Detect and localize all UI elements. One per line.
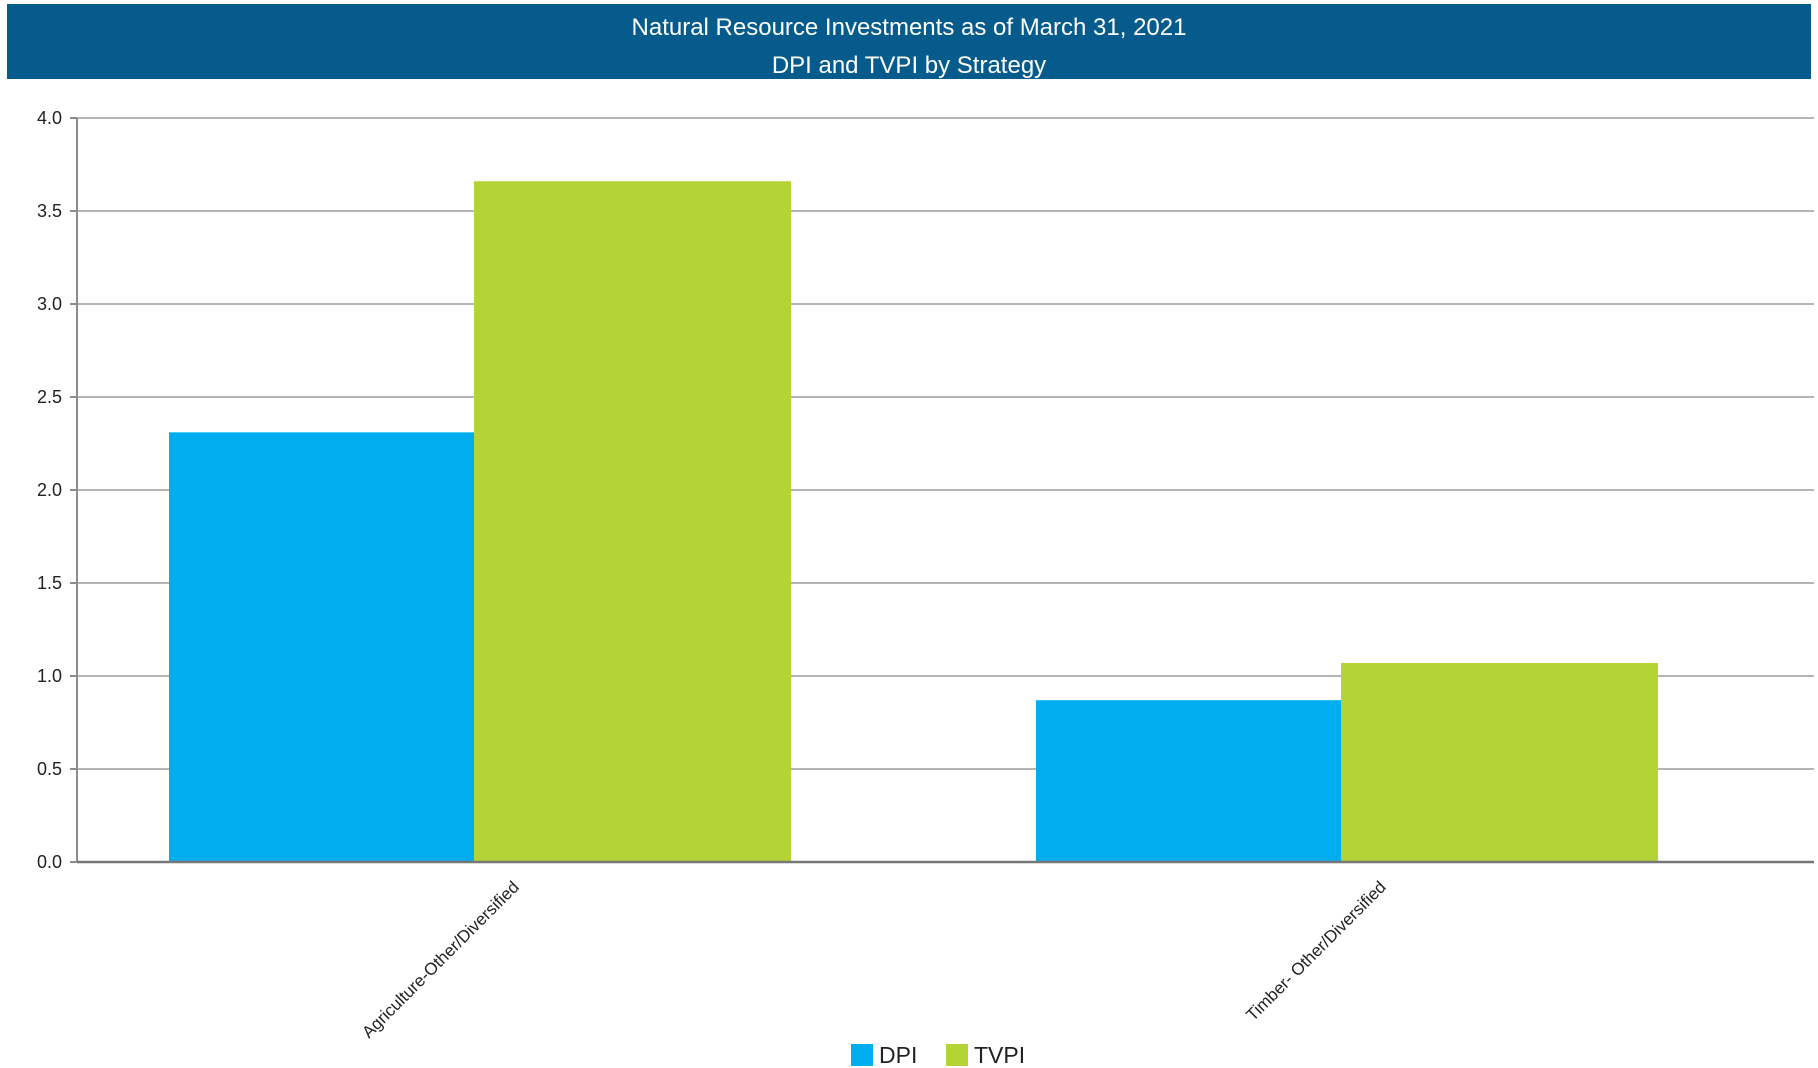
bar-dpi <box>1036 700 1341 862</box>
legend-swatch-tvpi <box>946 1044 968 1066</box>
x-category-label: Agriculture-Other/Diversified <box>358 877 522 1041</box>
y-tick-label: 1.0 <box>37 666 62 686</box>
y-tick-label: 4.0 <box>37 108 62 128</box>
chart-header: Natural Resource Investments as of March… <box>7 4 1811 79</box>
y-tick-label: 3.0 <box>37 294 62 314</box>
chart-subtitle: DPI and TVPI by Strategy <box>771 52 1047 79</box>
bar-dpi <box>169 432 474 862</box>
y-tick-label: 1.5 <box>37 573 62 593</box>
chart-title: Natural Resource Investments as of March… <box>631 14 1187 41</box>
x-category-label: Timber- Other/Diversified <box>1243 877 1390 1024</box>
y-tick-label: 0.0 <box>37 852 62 872</box>
legend-swatch-dpi <box>851 1044 873 1066</box>
legend-label-dpi: DPI <box>879 1042 917 1068</box>
y-tick-label: 2.0 <box>37 480 62 500</box>
bar-tvpi <box>1341 662 1658 862</box>
legend-label-tvpi: TVPI <box>974 1042 1025 1068</box>
y-tick-label: 0.5 <box>37 759 62 779</box>
y-tick-label: 2.5 <box>37 387 62 407</box>
y-tick-label: 3.5 <box>37 201 62 221</box>
bar-tvpi <box>474 181 791 863</box>
